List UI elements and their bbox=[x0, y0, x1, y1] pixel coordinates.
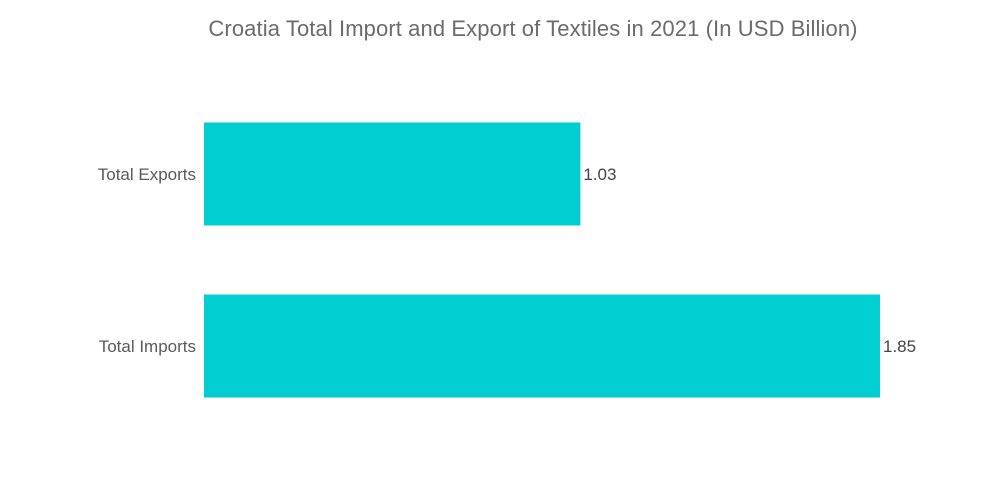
category-label-total-exports: Total Exports bbox=[98, 165, 196, 184]
chart-title: Croatia Total Import and Export of Texti… bbox=[208, 16, 858, 41]
bar-total-exports bbox=[204, 122, 581, 226]
category-labels: Total Exports Total Imports bbox=[98, 165, 196, 356]
value-label-total-exports: 1.03 bbox=[583, 165, 616, 184]
category-label-total-imports: Total Imports bbox=[99, 337, 196, 356]
value-label-total-imports: 1.85 bbox=[883, 337, 916, 356]
bars-group bbox=[204, 122, 880, 398]
value-labels: 1.03 1.85 bbox=[583, 165, 916, 356]
bar-total-imports bbox=[204, 294, 880, 398]
